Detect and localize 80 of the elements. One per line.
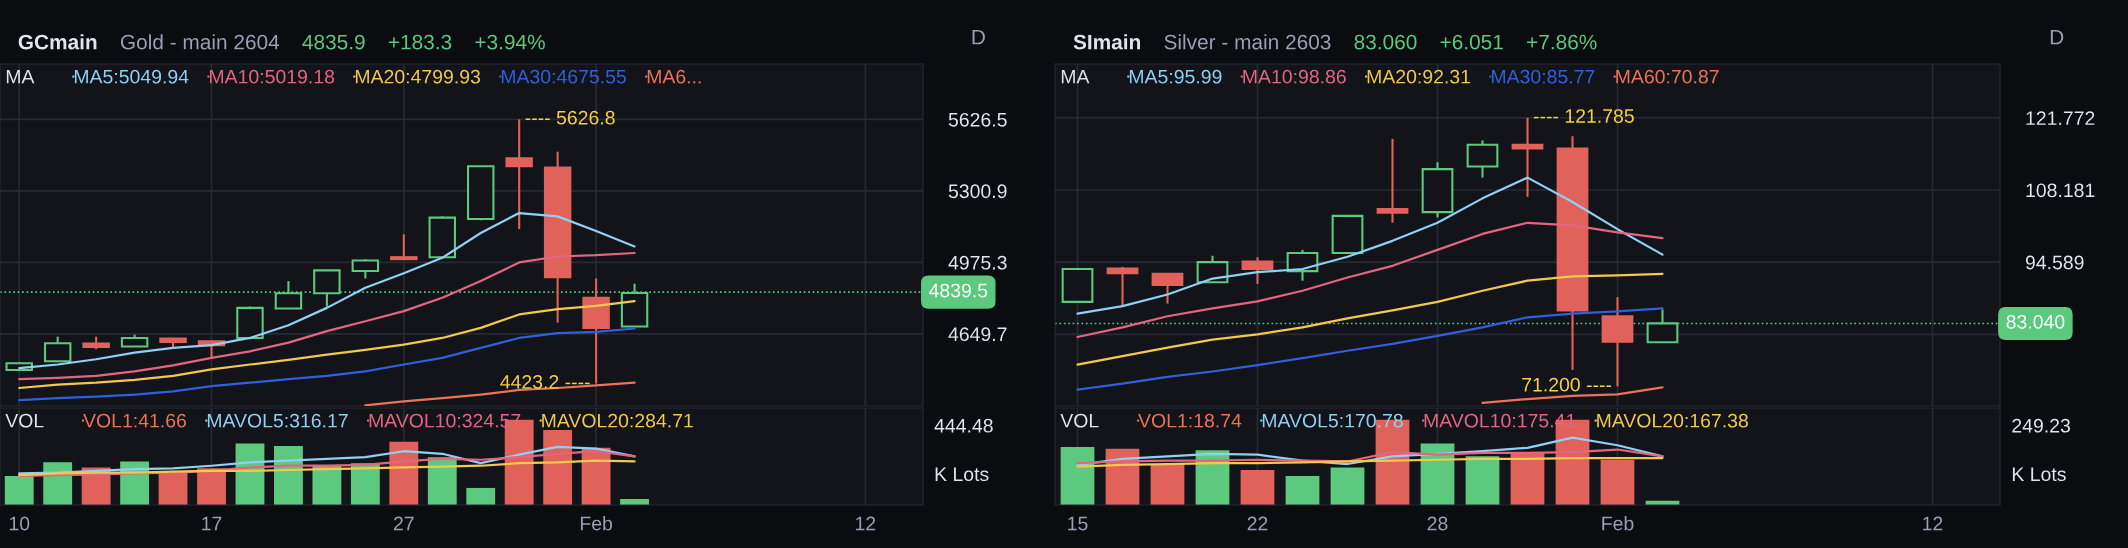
annotation: ---- 5626.8: [525, 110, 615, 125]
y-tick-label: 5626.5: [948, 112, 1007, 127]
chart-title: SImain: [1073, 34, 1140, 50]
line-series: [1076, 221, 1664, 339]
line-series: [1076, 307, 1664, 391]
y-tick-label: 4975.3: [948, 255, 1007, 270]
legend-label: MAVOL5:316.17: [207, 413, 348, 428]
y-tick-label: 108.181: [2026, 183, 2095, 198]
text: 83.060: [1354, 34, 1417, 50]
legend-label: MA60:70.87: [1616, 69, 1719, 84]
legend-label: MA5:5049.94: [74, 69, 189, 84]
chart-title: GCmain: [18, 34, 97, 50]
chart-subtitle: Gold - main 2604: [120, 34, 280, 50]
bar: [1330, 467, 1365, 505]
line-series: [18, 211, 636, 370]
bar: [1465, 456, 1500, 505]
text: +6.051: [1440, 34, 1503, 50]
x-tick-label: 15: [1068, 516, 1088, 531]
legend-label: MA20:92.31: [1367, 69, 1471, 84]
x-tick-label: 27: [393, 516, 414, 531]
x-tick-label: 28: [1427, 516, 1448, 531]
ref-line-label: 4839.5: [928, 283, 988, 298]
text: 444.48: [934, 418, 993, 433]
y-tick-label: 94.589: [2025, 255, 2084, 270]
annotation: 71.200 ----: [1522, 377, 1612, 392]
bar: [1240, 470, 1275, 505]
candlestick: [505, 118, 533, 231]
x-tick-label: 10: [9, 516, 30, 531]
y-tick-label: 4649.7: [948, 327, 1007, 342]
text: +7.86%: [1527, 34, 1597, 50]
text: K Lots: [935, 467, 989, 482]
annotation: ---- 121.785: [1533, 109, 1634, 123]
text: D: [972, 29, 985, 45]
series-label: VOL1:18.74: [1138, 413, 1242, 428]
legend-label: MAVOL20:167.38: [1597, 413, 1748, 428]
bar: [197, 468, 226, 505]
bar: [466, 487, 496, 505]
legend-label: MA6...: [647, 69, 701, 84]
legend-label: MA30:85.77: [1491, 69, 1595, 84]
line-series: [1076, 176, 1664, 315]
legend-title: MA: [1061, 69, 1090, 84]
candlestick: [1241, 256, 1274, 285]
x-tick-label: Feb: [580, 516, 613, 531]
bar: [543, 429, 573, 505]
text: 249.23: [2012, 418, 2070, 433]
bar: [1285, 475, 1320, 505]
text: +183.3: [388, 34, 452, 50]
series-label: VOL1:41.66: [83, 413, 186, 428]
x-tick-label: Feb: [1602, 516, 1634, 531]
x-tick-label: 17: [202, 516, 222, 531]
annotation: 4423.2 ----: [500, 375, 590, 389]
y-tick-label: 121.772: [2026, 111, 2095, 125]
candlestick: [1376, 137, 1409, 224]
bar: [4, 475, 34, 505]
line-series: [1076, 272, 1664, 366]
legend-label: MA5:95.99: [1129, 69, 1222, 84]
bar: [1600, 459, 1635, 505]
ref-line-label: 83.040: [2006, 314, 2065, 329]
bar: [1510, 452, 1545, 505]
text: D: [2050, 29, 2064, 45]
legend-label: MA30:4675.55: [501, 69, 626, 84]
y-tick-label: 5300.9: [948, 184, 1007, 199]
chart-subtitle: Silver - main 2603: [1164, 34, 1331, 50]
x-tick-label: 12: [855, 516, 876, 531]
legend-label: MAVOL20:284.71: [542, 413, 693, 428]
legend-title: MA: [6, 69, 35, 84]
legend-title: VOL: [1060, 413, 1099, 428]
bar: [1150, 464, 1185, 505]
text: 4835.9: [302, 34, 365, 50]
legend-label: MA10:98.86: [1243, 69, 1346, 84]
legend-label: MA10:5019.18: [210, 69, 335, 84]
text: K Lots: [2012, 467, 2066, 482]
legend-label: MAVOL5:170.78: [1262, 413, 1403, 428]
legend-label: MA20:4799.93: [355, 69, 480, 84]
x-tick-label: 12: [1923, 516, 1943, 531]
bar: [1060, 446, 1095, 505]
text: +3.94%: [475, 34, 545, 50]
legend-title: VOL: [5, 413, 44, 428]
x-tick-label: 22: [1247, 516, 1268, 531]
candlestick: [390, 233, 418, 261]
